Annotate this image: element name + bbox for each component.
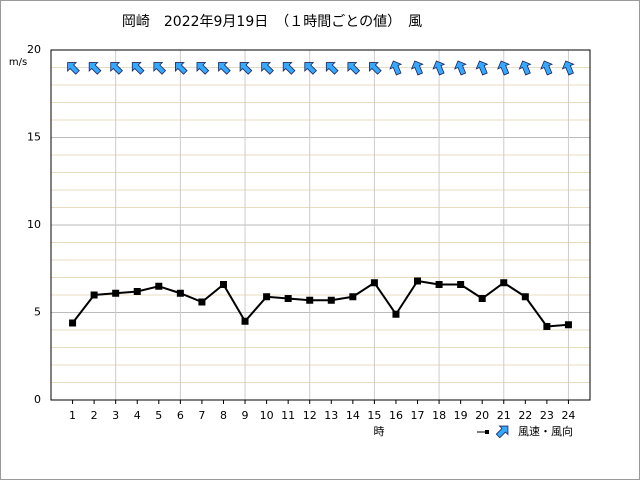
data-point bbox=[306, 296, 314, 304]
x-tick-label: 19 bbox=[454, 409, 468, 422]
chart-title: 岡崎 2022年9月19日 （１時間ごとの値） 風 bbox=[122, 14, 422, 30]
data-point bbox=[457, 281, 465, 288]
x-tick-label: 11 bbox=[281, 409, 295, 422]
wind-arrow bbox=[497, 60, 510, 76]
wind-arrow bbox=[196, 62, 210, 75]
x-tick-label: 4 bbox=[134, 409, 141, 422]
x-tick-label: 16 bbox=[389, 409, 403, 422]
x-tick-label: 5 bbox=[155, 409, 162, 422]
y-axis-label: m/s bbox=[9, 57, 27, 68]
wind-arrow bbox=[304, 62, 318, 75]
wind-arrow bbox=[369, 62, 382, 75]
data-point bbox=[176, 289, 184, 297]
x-tick-label: 7 bbox=[198, 409, 205, 422]
x-tick-label: 9 bbox=[242, 409, 249, 422]
x-tick-label: 2 bbox=[91, 409, 98, 422]
x-tick-label: 13 bbox=[324, 409, 338, 422]
wind-arrow bbox=[153, 62, 167, 75]
y-tick-label: 5 bbox=[34, 306, 41, 319]
x-tick-label: 6 bbox=[177, 409, 184, 422]
y-tick-label: 20 bbox=[27, 43, 41, 56]
data-point bbox=[327, 296, 335, 304]
wind-arrow bbox=[518, 60, 532, 76]
data-point bbox=[370, 279, 378, 287]
legend-label: 風速・風向 bbox=[518, 424, 573, 438]
data-point bbox=[392, 310, 400, 318]
data-point bbox=[69, 319, 77, 327]
data-point bbox=[349, 293, 357, 301]
x-tick-label: 18 bbox=[432, 409, 446, 422]
x-tick-label: 22 bbox=[518, 409, 532, 422]
x-tick-label: 17 bbox=[411, 409, 425, 422]
x-tick-label: 20 bbox=[475, 409, 489, 422]
x-tick-label: 24 bbox=[561, 409, 575, 422]
wind-arrow bbox=[110, 62, 123, 75]
wind-arrow bbox=[389, 60, 403, 76]
data-point bbox=[198, 298, 206, 306]
x-tick-label: 21 bbox=[497, 409, 511, 422]
legend-marker-icon bbox=[485, 430, 489, 434]
data-point bbox=[478, 295, 486, 302]
wind-arrow bbox=[432, 60, 446, 76]
wind-arrow bbox=[239, 62, 253, 75]
x-tick-label: 3 bbox=[112, 409, 119, 422]
data-point bbox=[133, 288, 141, 295]
data-point bbox=[521, 293, 529, 301]
wind-arrow bbox=[475, 60, 489, 76]
legend-arrow-icon bbox=[495, 425, 509, 439]
wind-arrow bbox=[261, 62, 274, 75]
x-tick-label: 1 bbox=[69, 409, 76, 422]
wind-arrow bbox=[540, 60, 554, 76]
wind-arrow bbox=[67, 62, 80, 75]
wind-arrow bbox=[347, 62, 361, 75]
wind-arrow bbox=[325, 62, 339, 75]
wind-arrow bbox=[131, 62, 145, 75]
data-point bbox=[543, 323, 551, 330]
data-point bbox=[112, 289, 120, 297]
data-point bbox=[500, 279, 508, 287]
x-tick-label: 12 bbox=[303, 409, 317, 422]
data-point bbox=[414, 277, 422, 285]
y-tick-label: 10 bbox=[27, 218, 41, 231]
y-tick-label: 15 bbox=[27, 131, 41, 144]
wind-arrow bbox=[410, 60, 424, 76]
x-tick-label: 10 bbox=[260, 409, 274, 422]
wind-arrow bbox=[282, 62, 296, 75]
x-tick-label: 15 bbox=[367, 409, 381, 422]
wind-arrow bbox=[561, 60, 575, 76]
data-point bbox=[90, 291, 98, 299]
data-point bbox=[219, 281, 227, 288]
x-tick-label: 14 bbox=[346, 409, 360, 422]
y-tick-label: 0 bbox=[34, 393, 41, 406]
wind-arrow bbox=[88, 62, 102, 75]
x-tick-label: 23 bbox=[540, 409, 554, 422]
data-point bbox=[263, 293, 271, 301]
data-point bbox=[284, 295, 292, 302]
data-point bbox=[241, 317, 249, 325]
x-axis-label: 時 bbox=[374, 425, 385, 438]
wind-arrow bbox=[218, 62, 231, 75]
data-point bbox=[564, 321, 572, 329]
x-tick-label: 8 bbox=[220, 409, 227, 422]
data-line bbox=[71, 279, 569, 328]
plot-border bbox=[50, 49, 591, 401]
wind-arrow bbox=[453, 60, 467, 76]
data-point bbox=[155, 282, 163, 290]
data-point bbox=[435, 281, 443, 288]
wind-arrow bbox=[175, 62, 188, 75]
